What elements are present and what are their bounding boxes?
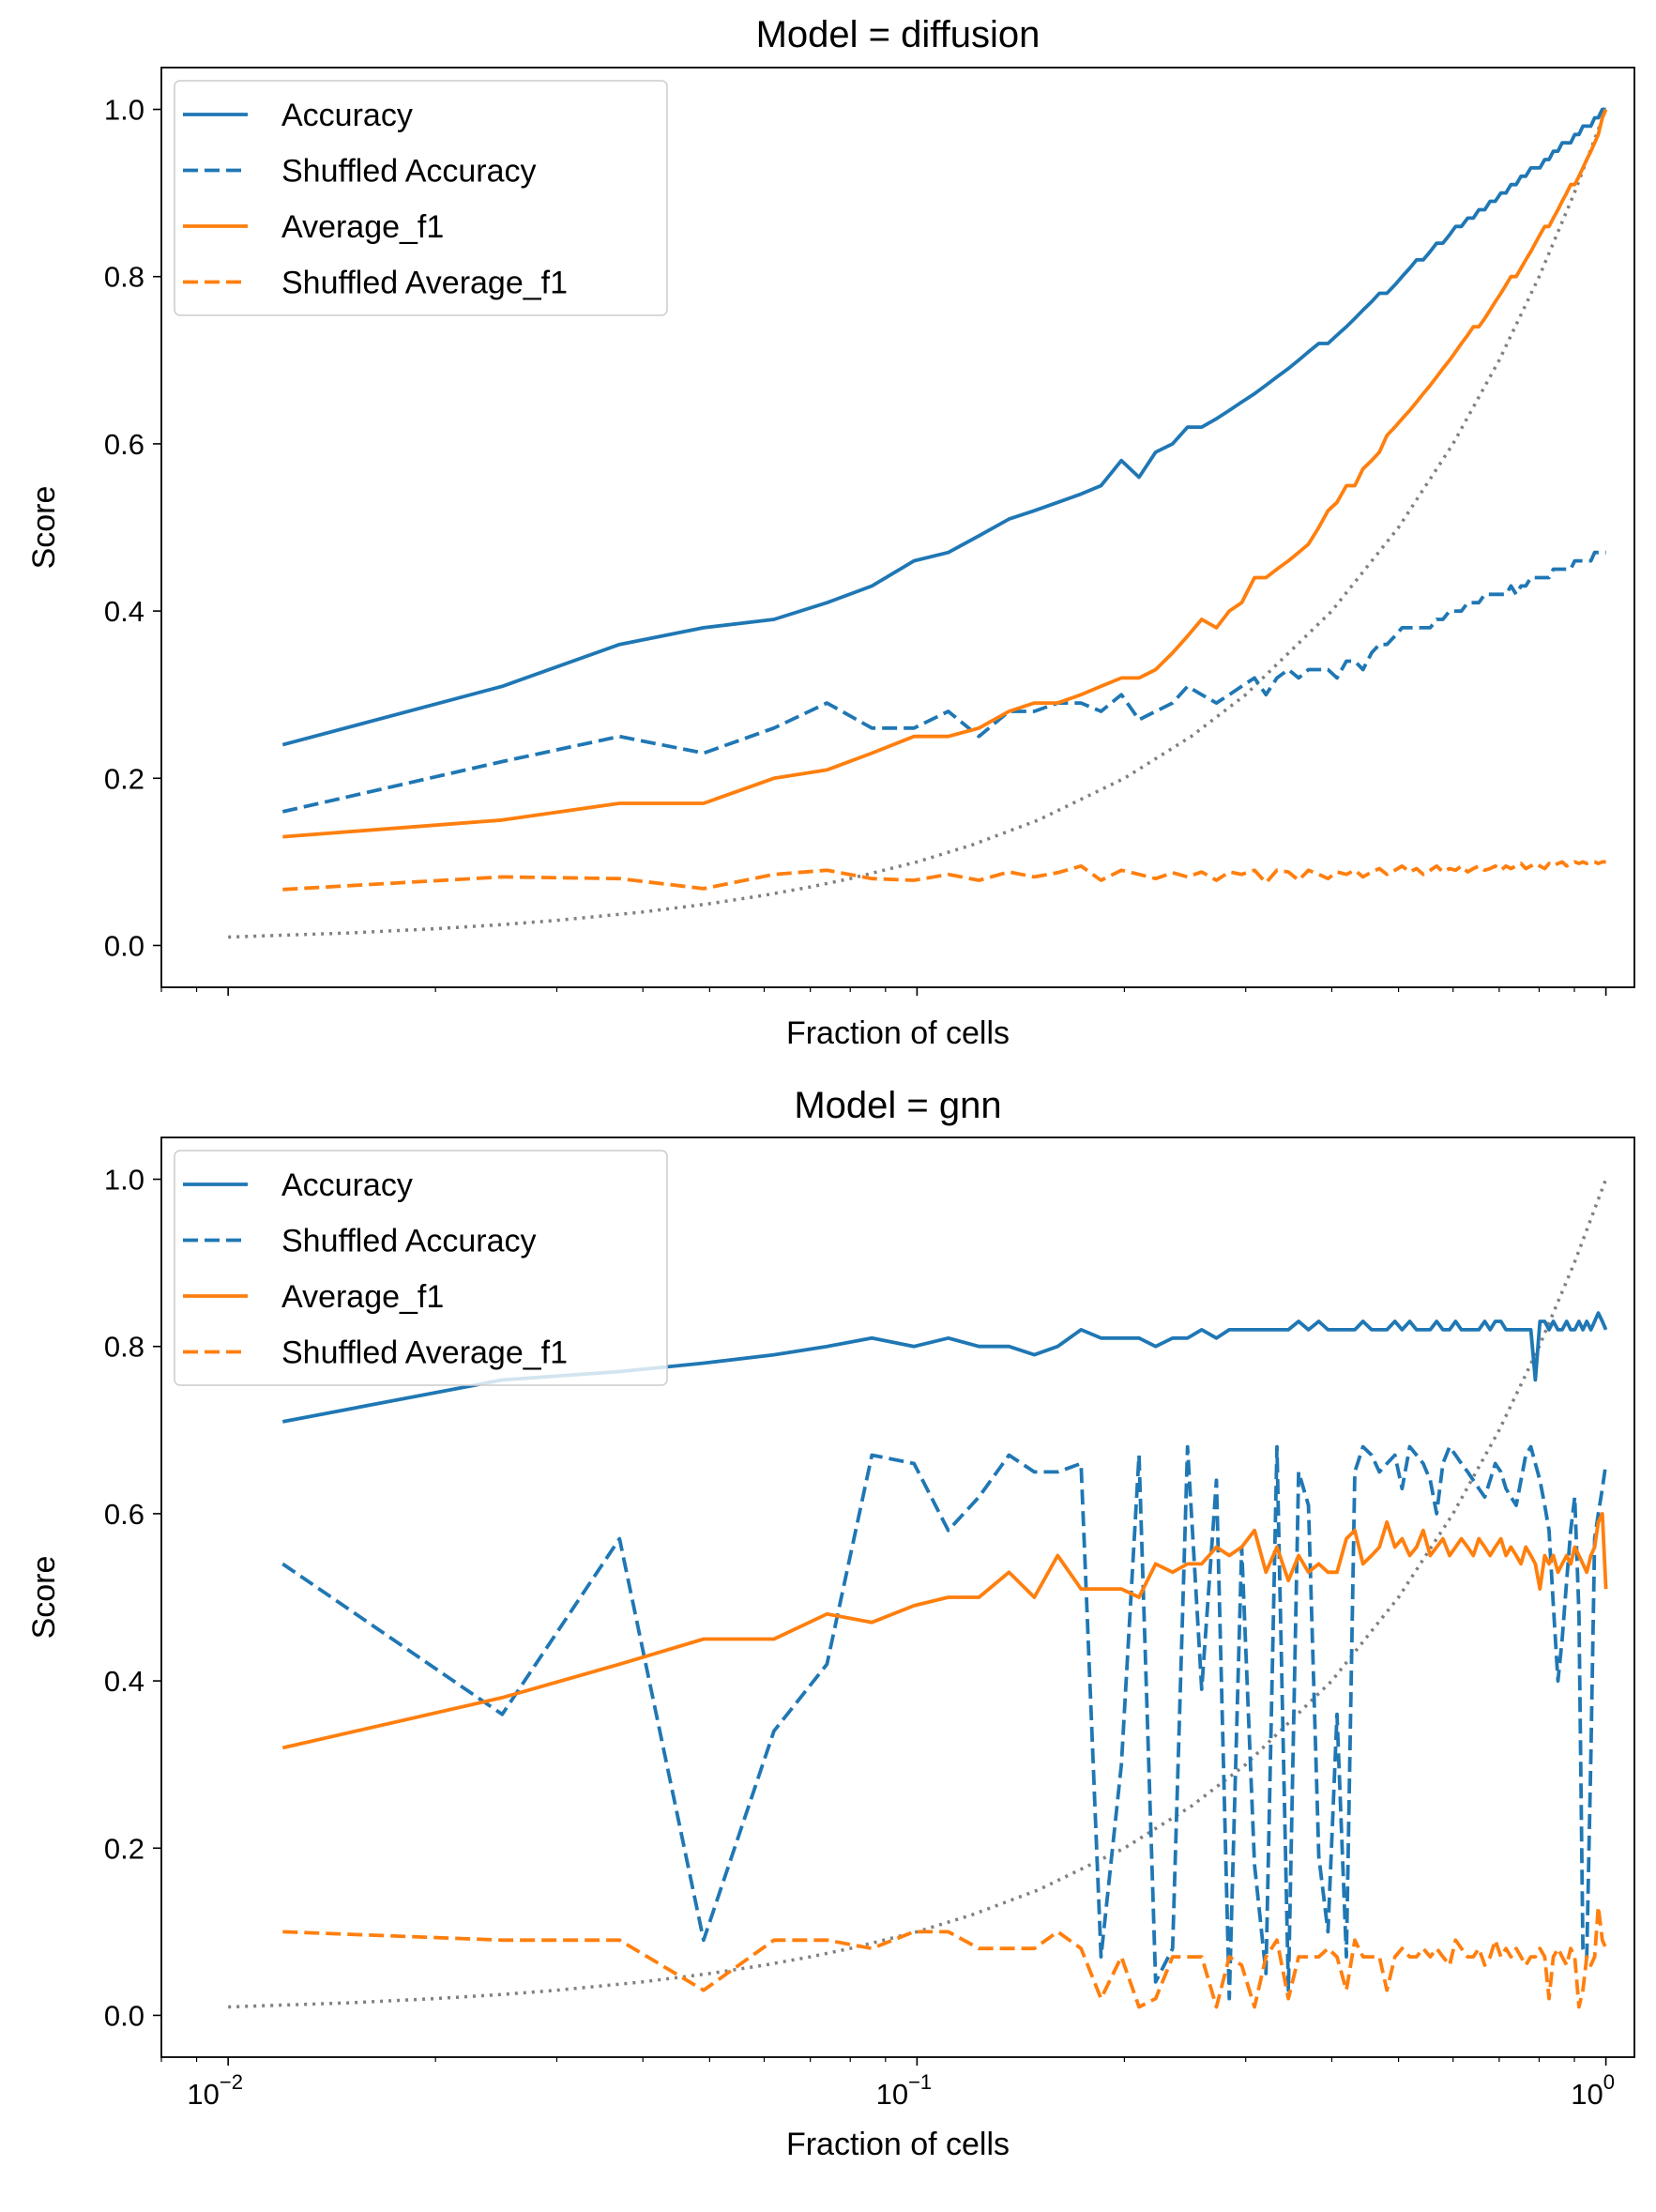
- x-tick-label: 10−1: [876, 2070, 933, 2111]
- y-tick-label: 0.8: [104, 1331, 144, 1364]
- y-axis-label: Score: [26, 486, 62, 570]
- series-line-accuracy: [281, 1311, 1608, 1424]
- series-line-average-f1: [282, 108, 1608, 839]
- x-tick-label: 100: [1571, 2070, 1615, 2111]
- reference-curve: [228, 1178, 1608, 2009]
- legend: Accuracy Shuffled Accuracy Average_f1 Shuff…: [174, 80, 668, 316]
- x-tick-label: 10−2: [187, 2070, 243, 2111]
- x-axis-label: Fraction of cells: [786, 2127, 1010, 2162]
- series-line-shuffled-accuracy: [281, 550, 1606, 814]
- series-line-shuffled-accuracy: [281, 1444, 1608, 2001]
- x-tick-base: 10: [187, 2078, 219, 2111]
- y-tick-label: 1.0: [104, 1164, 144, 1197]
- y-tick-label: 0.2: [104, 1832, 144, 1865]
- y-tick-label: 0.0: [104, 929, 144, 962]
- series-line-shuffled-average-f1: [282, 1904, 1608, 2009]
- y-tick-label: 0.2: [104, 762, 144, 795]
- plot-area: [228, 107, 1608, 939]
- y-tick-label: 0.4: [104, 1665, 144, 1698]
- x-tick-base: 10: [1571, 2078, 1603, 2111]
- legend-label: Average_f1: [281, 209, 444, 245]
- x-axis-label: Fraction of cells: [786, 1015, 1010, 1051]
- legend-label: Shuffled Accuracy: [281, 1224, 537, 1259]
- y-tick-label: 0.4: [104, 595, 144, 628]
- y-axis-label: Score: [26, 1556, 62, 1640]
- axes-frame: [160, 67, 1635, 988]
- x-tick-base: 10: [876, 2078, 908, 2111]
- legend-box: [174, 1150, 668, 1386]
- series-line-accuracy: [281, 107, 1606, 747]
- x-tick-exponent: −2: [220, 2070, 243, 2094]
- series-line-shuffled-average-f1: [282, 860, 1606, 892]
- legend-label: Shuffled Average_f1: [281, 1335, 568, 1371]
- plot-area: [228, 1178, 1608, 2009]
- reference-curve: [228, 108, 1608, 939]
- legend-label: Accuracy: [281, 98, 413, 133]
- y-tick-label: 0.6: [104, 1498, 144, 1531]
- x-tick-exponent: 0: [1603, 2070, 1615, 2094]
- chart-title: Model = diffusion: [756, 14, 1041, 55]
- y-tick-label: 1.0: [104, 94, 144, 127]
- legend-label: Shuffled Accuracy: [281, 154, 537, 190]
- y-tick-label: 0.6: [104, 428, 144, 461]
- legend-box: [174, 80, 668, 316]
- x-tick-exponent: −1: [908, 2070, 932, 2094]
- series-line-average-f1: [281, 1512, 1608, 1750]
- legend: Accuracy Shuffled Accuracy Average_f1 Shuff…: [174, 1150, 668, 1386]
- chart-title: Model = gnn: [794, 1085, 1001, 1126]
- axes-frame: [160, 1137, 1635, 2058]
- legend-label: Average_f1: [281, 1279, 444, 1315]
- panel-0: Model = diffusion 0.0 0.2 0.4 0.6 0.8 1.0 Fract…: [26, 14, 1635, 1051]
- legend-label: Accuracy: [281, 1167, 413, 1203]
- y-tick-label: 0.0: [104, 1999, 144, 2032]
- y-tick-label: 0.8: [104, 261, 144, 294]
- legend-label: Shuffled Average_f1: [281, 266, 568, 301]
